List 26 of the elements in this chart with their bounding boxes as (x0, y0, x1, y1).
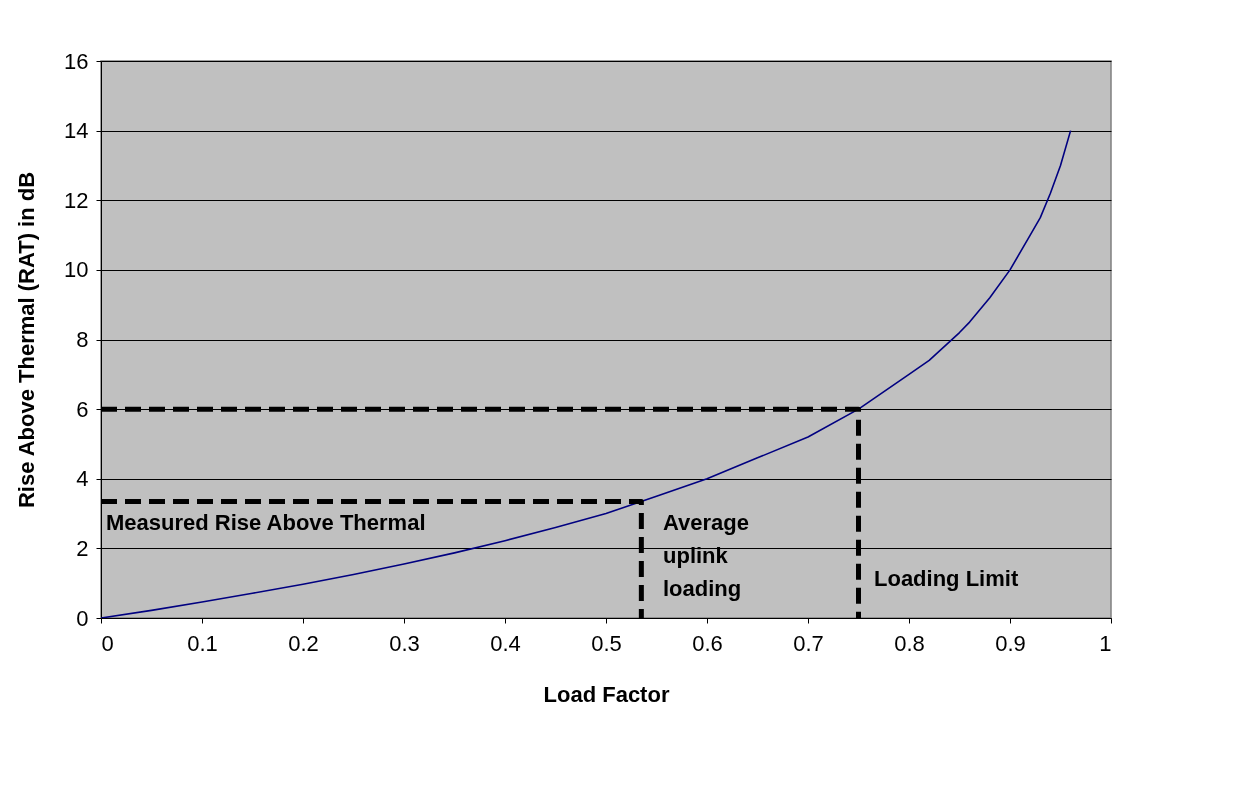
x-axis-title: Load Factor (543, 681, 670, 707)
annotation: Average uplink loading (663, 510, 750, 601)
y-axis-title: Rise Above Thermal (RAT) in dB (14, 171, 40, 509)
y-tick-label: 6 (76, 396, 89, 422)
x-tick-label: 0 (101, 630, 114, 656)
x-tick-label: 0.3 (389, 630, 420, 656)
x-tick-label: 0.8 (894, 630, 925, 656)
x-tick-label: 0.2 (288, 630, 319, 656)
x-tick-label: 0.1 (187, 630, 218, 656)
annotation: Measured Rise Above Thermal (106, 510, 426, 535)
x-tick-label: 0.7 (793, 630, 824, 656)
y-tick-label: 10 (64, 257, 89, 283)
x-tick-label: 1 (1099, 630, 1112, 656)
y-tick-label: 12 (64, 187, 89, 213)
line-series (101, 129, 1072, 618)
y-tick-label: 16 (64, 48, 89, 74)
x-tick-label: 0.4 (490, 630, 521, 656)
y-tick-label: 4 (76, 466, 89, 492)
x-tick-label: 0.5 (591, 630, 622, 656)
y-tick-label: 0 (76, 605, 89, 631)
y-tick-label: 2 (76, 535, 89, 561)
x-tick-label: 0.9 (995, 630, 1026, 656)
x-tick-label: 0.6 (692, 630, 723, 656)
annotation: Loading Limit (874, 566, 1019, 591)
y-tick-label: 14 (64, 118, 89, 144)
y-tick-label: 8 (76, 327, 89, 352)
